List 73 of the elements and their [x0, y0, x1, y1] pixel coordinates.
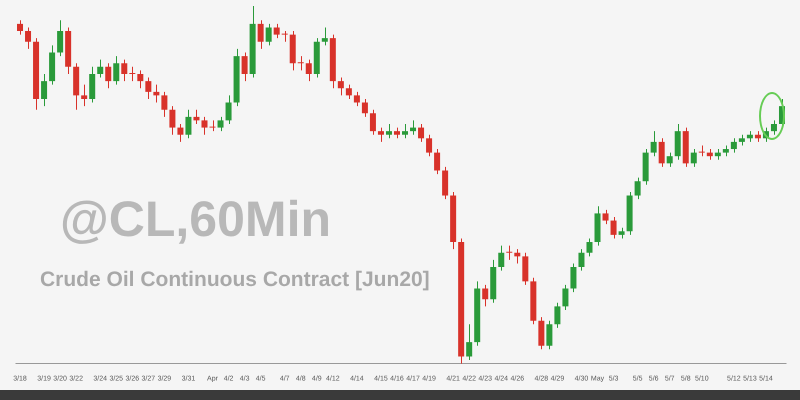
candlestick	[25, 26, 32, 50]
candlestick	[193, 109, 200, 125]
candlestick	[129, 66, 136, 82]
candlestick	[378, 127, 384, 142]
candlestick	[97, 59, 104, 78]
candlestick	[338, 77, 344, 96]
candlestick	[610, 216, 617, 239]
candlestick	[266, 23, 272, 46]
candlestick	[274, 23, 280, 39]
candlestick	[57, 20, 64, 57]
candlestick	[41, 73, 48, 107]
candlestick	[482, 284, 488, 307]
candlestick	[354, 91, 360, 107]
candlestick	[570, 262, 576, 293]
candlestick	[666, 152, 673, 168]
candlestick	[770, 120, 777, 136]
candlestick	[754, 130, 761, 142]
candlestick	[282, 30, 288, 42]
candlestick	[402, 124, 408, 139]
candlestick	[185, 109, 192, 139]
candlestick	[418, 124, 424, 142]
candlestick	[394, 127, 400, 139]
candlestick	[242, 52, 248, 82]
candlestick	[121, 59, 128, 82]
candlestick	[177, 124, 184, 142]
candlestick	[322, 26, 328, 46]
candlestick	[658, 138, 665, 168]
candlestick	[81, 84, 88, 107]
candlestick	[746, 130, 753, 142]
candlestick	[153, 84, 160, 104]
candlestick	[738, 134, 745, 146]
candlestick	[201, 116, 208, 136]
candlestick	[514, 248, 520, 264]
candlestick	[386, 124, 392, 139]
candlestick	[650, 130, 657, 157]
candlestick	[706, 148, 713, 160]
candlestick	[578, 248, 584, 272]
candlestick	[17, 20, 24, 36]
candlestick	[602, 209, 609, 225]
candlestick	[506, 245, 512, 260]
candlestick	[586, 238, 592, 257]
candlestick	[113, 56, 120, 86]
candlestick	[226, 94, 232, 125]
candlestick	[722, 144, 729, 157]
candlestick	[618, 227, 625, 239]
text: @CL,60Min	[60, 190, 331, 248]
candlestick	[426, 134, 432, 157]
candlestick	[258, 20, 264, 50]
candlestick	[137, 70, 144, 89]
candlestick	[346, 84, 352, 100]
candlestick	[466, 324, 472, 361]
candlestick	[145, 77, 152, 100]
candlestick	[698, 144, 705, 157]
candlestick	[362, 98, 368, 118]
candlestick	[714, 148, 721, 160]
candlestick	[410, 120, 416, 136]
candlestick	[434, 148, 440, 175]
candlestick	[169, 106, 176, 136]
candlestick	[634, 177, 641, 200]
candlestick	[730, 138, 737, 154]
candlestick	[498, 245, 504, 272]
text: Crude Oil Continuous Contract [Jun20]	[40, 268, 430, 292]
candlestick	[161, 91, 168, 118]
candlestick	[562, 284, 568, 310]
candlestick	[218, 116, 224, 132]
candlestick	[210, 120, 216, 132]
candlestick	[546, 320, 552, 350]
candlestick	[554, 302, 560, 328]
candlestick	[298, 56, 304, 71]
candlestick	[370, 109, 376, 136]
candlestick	[105, 62, 112, 89]
candlestick	[690, 148, 697, 168]
candlestick	[306, 59, 312, 82]
